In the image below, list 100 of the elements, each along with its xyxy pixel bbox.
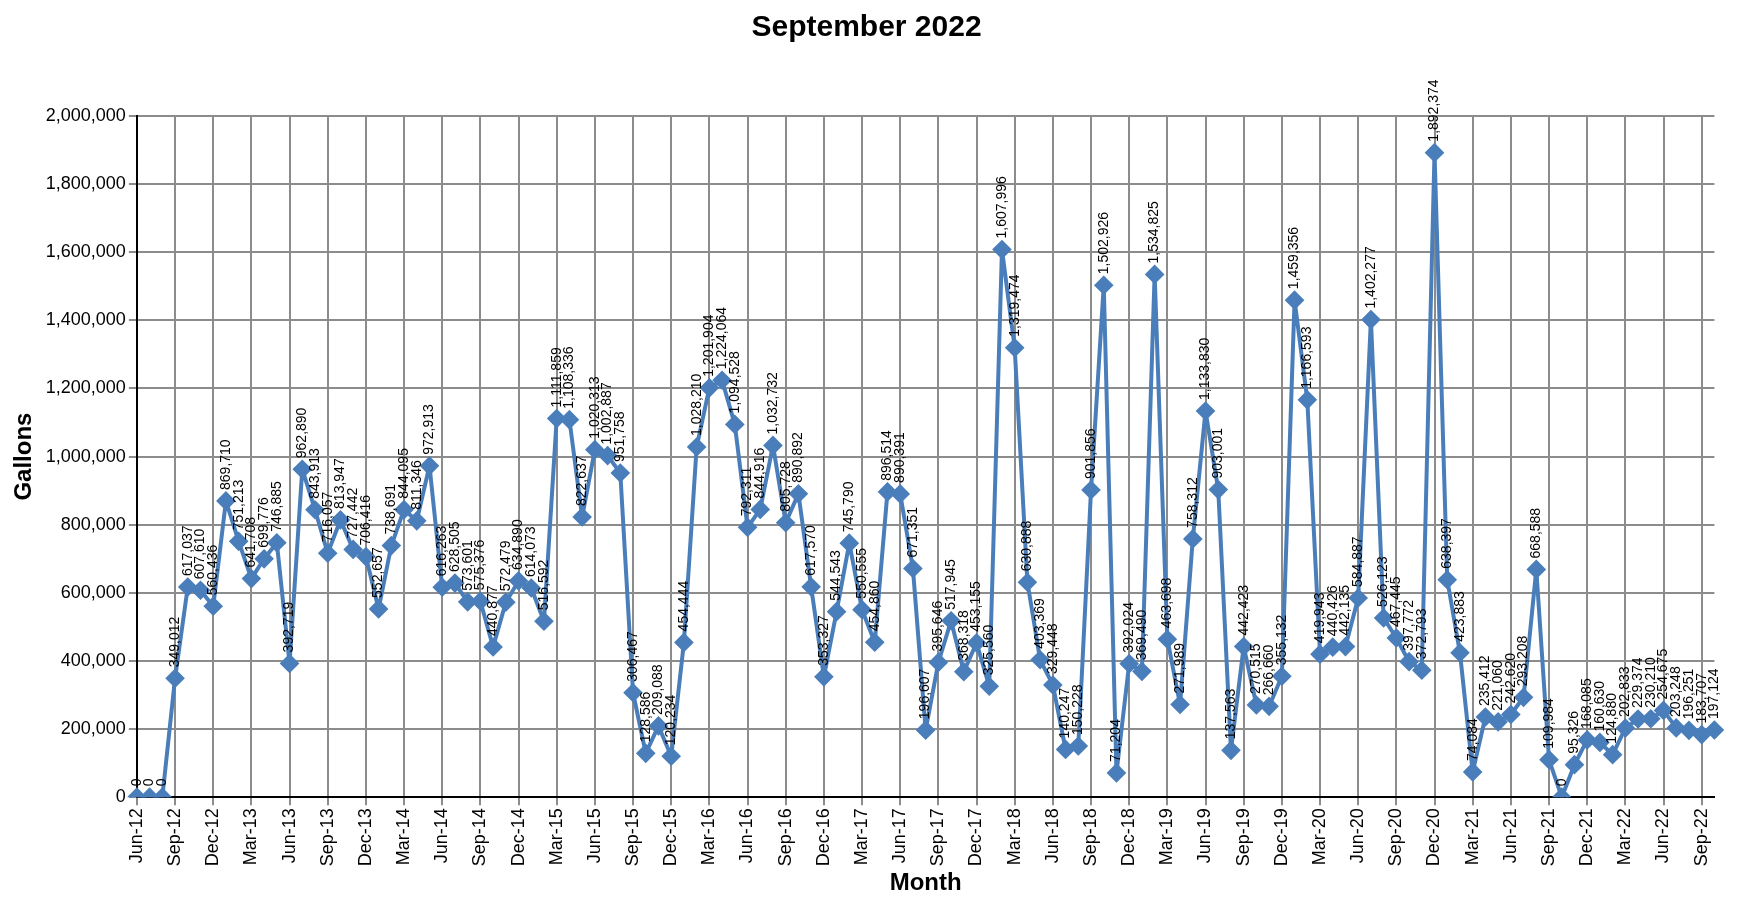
x-tick-label: Mar-14 [393, 808, 414, 866]
y-tick-label: 800,000 [60, 513, 126, 534]
data-label: 109,984 [1539, 697, 1556, 749]
data-label: 95,326 [1565, 710, 1582, 754]
x-tick-label: Jun-21 [1499, 808, 1520, 864]
data-label: 202,833 [1616, 666, 1633, 718]
data-label: 454,444 [674, 580, 691, 632]
y-tick-label: 400,000 [60, 649, 126, 670]
data-label: 617,570 [802, 525, 818, 576]
data-label: 1,534,825 [1145, 200, 1162, 264]
data-label: 1,319,474 [1005, 274, 1022, 337]
x-tick-label: Mar-19 [1156, 808, 1177, 866]
data-label: 617,037 [178, 525, 195, 577]
x-tick-label: Dec-21 [1576, 808, 1597, 867]
x-tick-label: Mar-17 [851, 808, 871, 866]
data-label: 74,084 [1463, 717, 1480, 761]
x-tick-label: Jun-18 [1041, 808, 1062, 864]
data-label: 423,883 [1450, 590, 1467, 642]
data-label: 463,698 [1158, 577, 1175, 629]
data-label: 901,856 [1081, 428, 1098, 479]
x-tick-label: Jun-14 [431, 808, 452, 864]
data-label: 442,423 [1234, 584, 1251, 636]
x-tick-label: Mar-21 [1461, 808, 1482, 866]
y-tick-label: 1,200,000 [45, 377, 126, 398]
data-label: 1,459,356 [1285, 226, 1302, 290]
data-label: 235,412 [1476, 655, 1493, 706]
x-tick-label: Dec-17 [965, 808, 986, 867]
x-tick-label: Mar-20 [1308, 808, 1329, 866]
x-tick-label: Mar-22 [1614, 808, 1635, 866]
x-axis-title: Month [889, 868, 962, 896]
data-label: 349,012 [165, 616, 182, 668]
data-label: 270,515 [1247, 643, 1264, 695]
x-tick-label: Jun-17 [889, 808, 910, 864]
x-tick-label: Dec-14 [507, 808, 528, 867]
data-label: 1,166,593 [1298, 326, 1315, 389]
y-tick-label: 1,800,000 [45, 173, 126, 194]
x-tick-label: Mar-18 [1003, 808, 1024, 866]
data-label: 1,607,996 [992, 176, 1009, 239]
y-axis-title: Gallons [9, 412, 37, 501]
x-tick-label: Jun-13 [278, 808, 299, 864]
data-label: 668,588 [1527, 507, 1544, 559]
x-tick-label: Sep-20 [1385, 808, 1406, 867]
y-tick-label: 1,400,000 [45, 309, 126, 330]
data-label: 0 [1552, 778, 1569, 787]
x-tick-label: Jun-15 [583, 808, 604, 864]
x-tick-label: Sep-12 [164, 808, 185, 867]
x-tick-label: Sep-18 [1079, 808, 1100, 867]
data-label: 1,020,313 [585, 376, 602, 439]
y-tick-label: 600,000 [60, 581, 126, 602]
data-label: 196,607 [916, 668, 933, 720]
x-tick-label: Jun-19 [1194, 808, 1215, 864]
x-tick-label: Sep-17 [927, 808, 948, 867]
data-label: 271,989 [1170, 642, 1187, 694]
x-tick-label: Jun-22 [1652, 808, 1673, 864]
data-label: 392,719 [280, 601, 297, 653]
x-tick-label: Mar-16 [698, 808, 719, 866]
data-label: 1,402,277 [1361, 246, 1378, 309]
data-label: 140,247 [1056, 687, 1073, 739]
x-tick-label: Dec-13 [354, 808, 375, 867]
y-tick-label: 1,600,000 [45, 241, 126, 262]
data-label: 822,637 [573, 455, 590, 506]
x-tick-label: Sep-19 [1232, 808, 1253, 867]
data-label: 71,204 [1107, 718, 1124, 762]
x-tick-label: Sep-16 [774, 808, 795, 867]
data-label: 306,467 [623, 630, 640, 682]
data-label: 1,892,374 [1425, 79, 1442, 142]
x-tick-label: Sep-21 [1537, 808, 1558, 867]
data-label: 552,657 [369, 547, 386, 598]
data-label: 1,111,859 [547, 347, 564, 408]
y-tick-label: 0 [115, 786, 126, 807]
data-label: 745,790 [840, 481, 857, 533]
data-label: 1,032,732 [763, 371, 780, 435]
data-label: 792,311 [738, 466, 755, 517]
x-tick-label: Sep-13 [316, 808, 337, 867]
chart-title: September 2022 [751, 9, 982, 43]
x-tick-label: Jun-16 [736, 808, 757, 864]
x-tick-label: Mar-13 [240, 808, 261, 866]
data-label: 355,132 [1272, 614, 1289, 666]
x-tick-label: Jun-12 [125, 808, 146, 864]
x-tick-label: Dec-19 [1270, 808, 1291, 867]
data-label: 638,397 [1438, 517, 1455, 569]
x-tick-label: Dec-16 [812, 808, 833, 867]
x-tick-label: Mar-15 [545, 808, 566, 866]
x-tick-label: Dec-12 [202, 808, 223, 867]
data-label: 419,943 [1310, 592, 1327, 644]
x-tick-label: Dec-18 [1118, 808, 1139, 867]
data-label: 544,543 [827, 549, 844, 601]
x-tick-label: Sep-15 [622, 808, 642, 867]
x-tick-label: Dec-20 [1423, 808, 1444, 867]
data-label: 758,312 [1183, 477, 1200, 528]
data-label: 353,327 [814, 615, 831, 666]
x-tick-label: Jun-20 [1347, 808, 1368, 864]
data-label: 972,913 [420, 403, 437, 455]
y-tick-label: 2,000,000 [45, 104, 126, 125]
y-tick-label: 200,000 [60, 718, 126, 739]
data-label: 1,133,830 [1196, 337, 1213, 400]
y-tick-label: 1,000,000 [45, 445, 126, 466]
data-label: 584,887 [1349, 536, 1366, 587]
data-label: 671,351 [903, 506, 920, 558]
x-tick-label: Sep-14 [469, 808, 490, 867]
